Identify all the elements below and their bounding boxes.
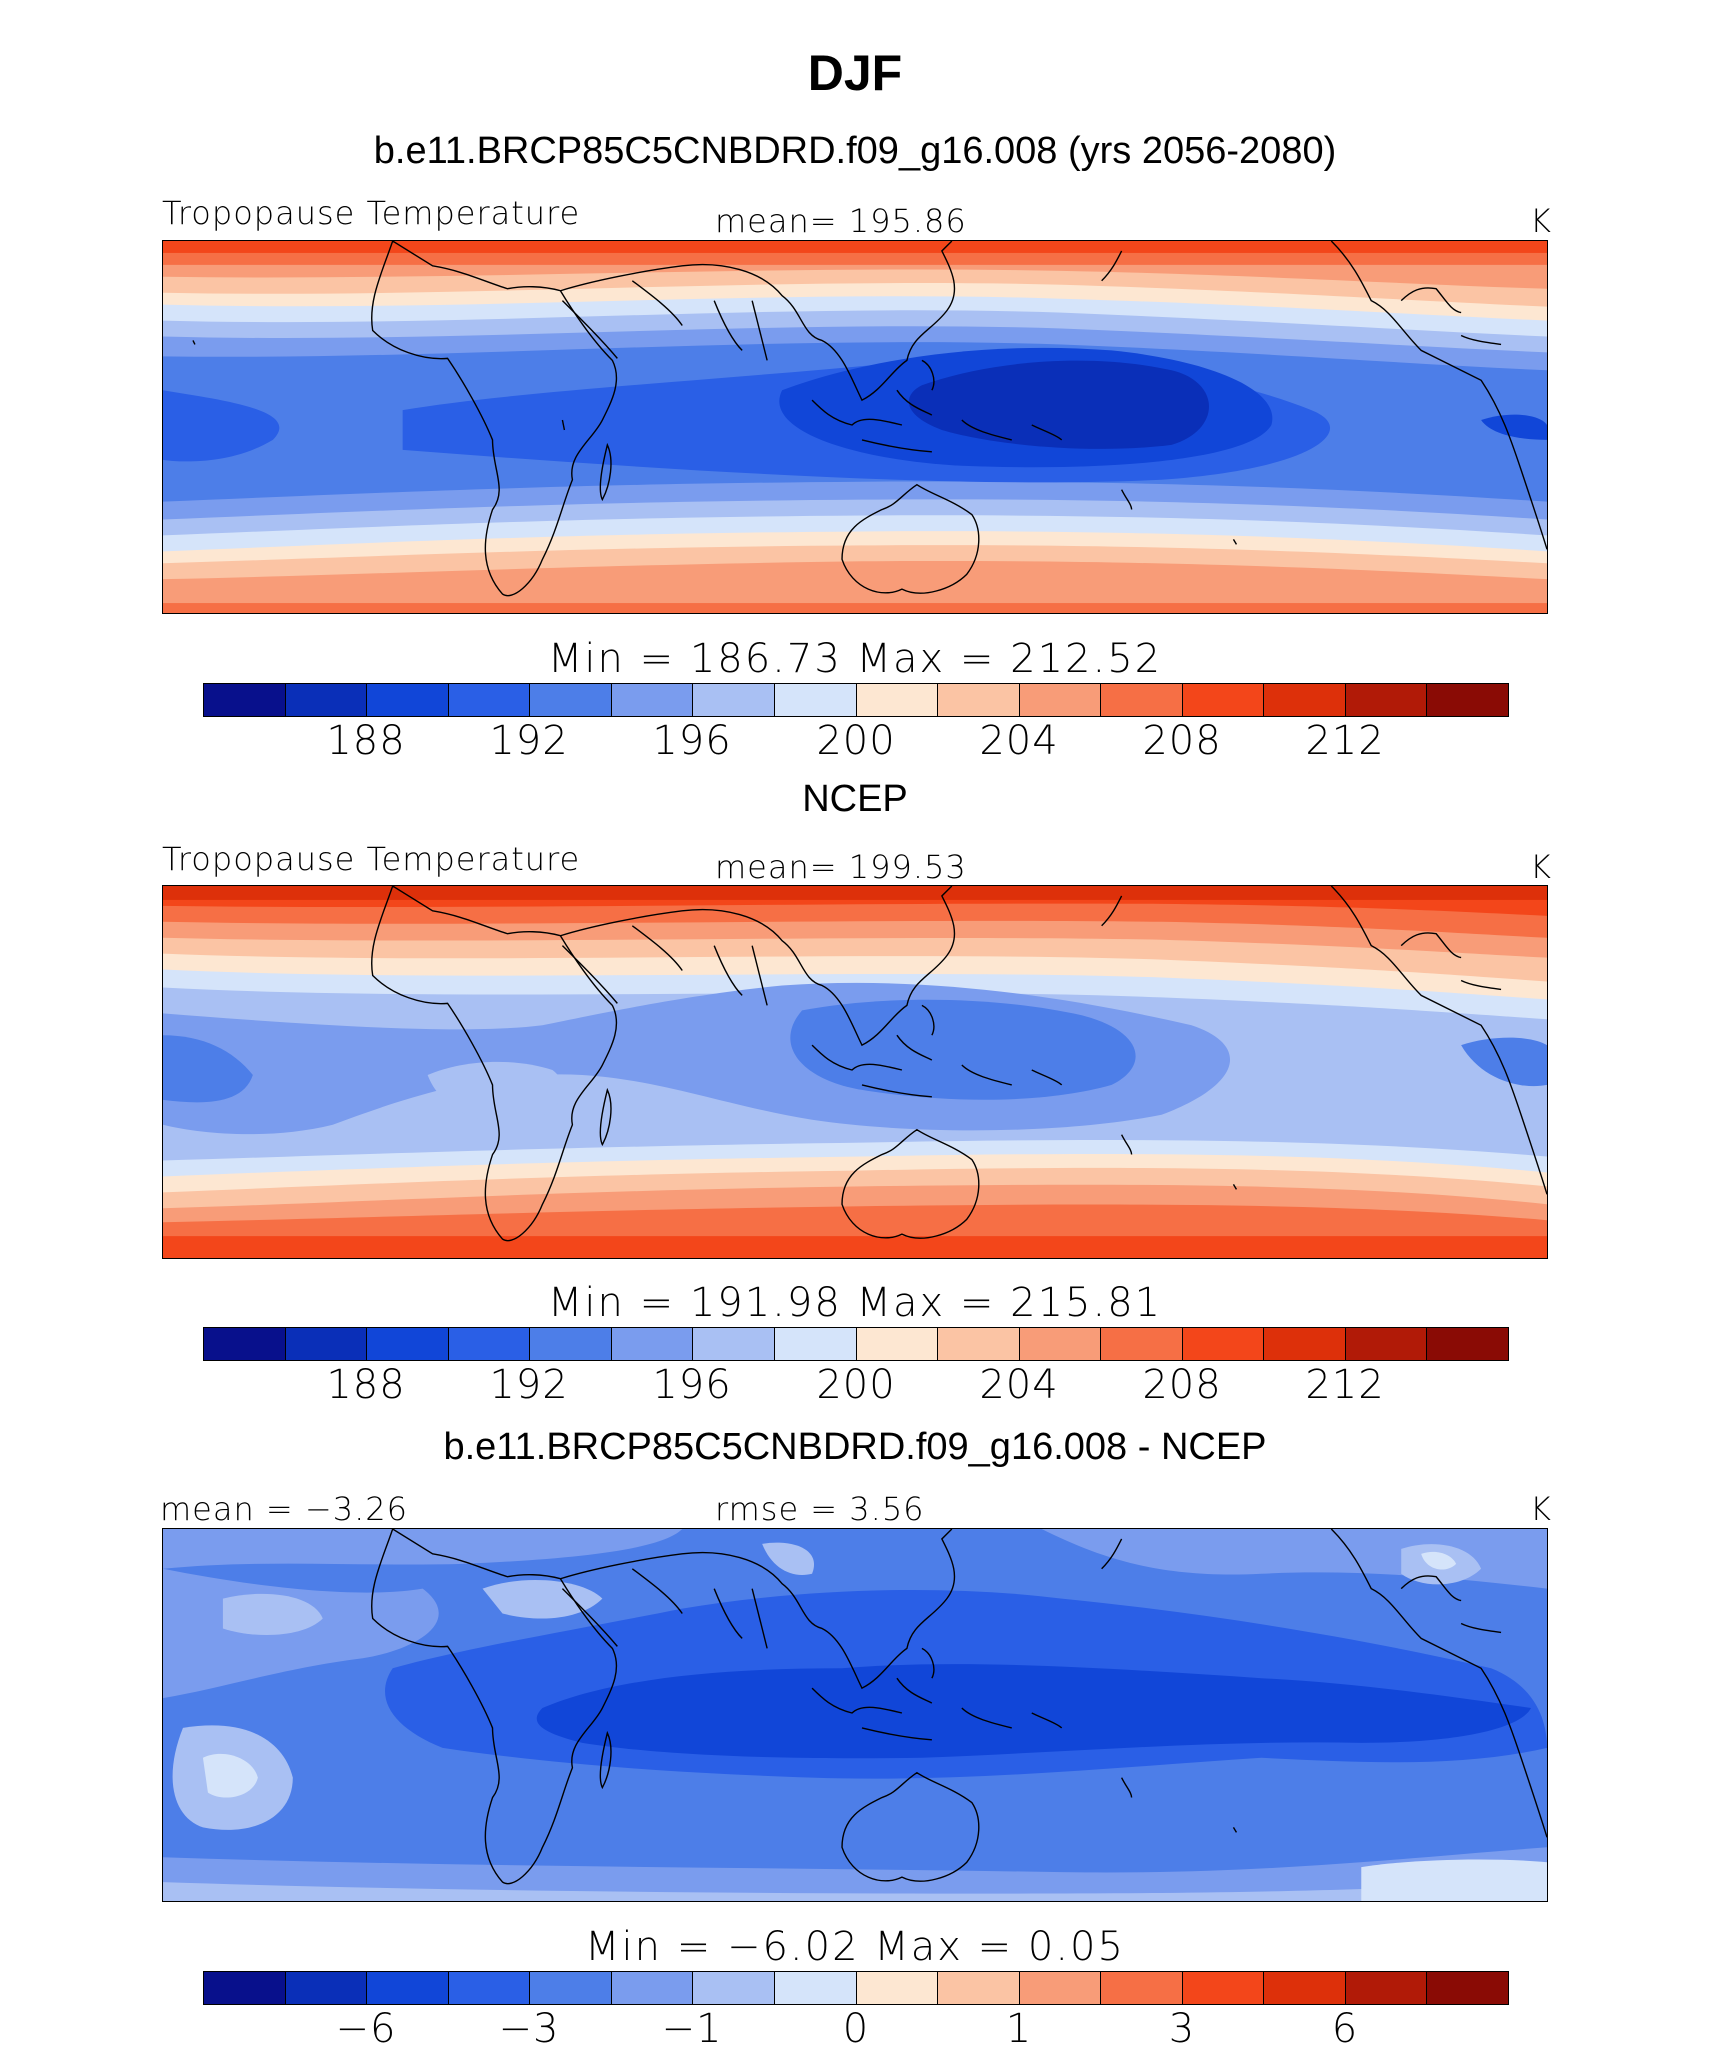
panel-3-title: b.e11.BRCP85C5CNBDRD.f09_g16.008 - NCEP bbox=[443, 1426, 1267, 1468]
colorbar-tick-label: 196 bbox=[652, 1362, 732, 1408]
colorbar-swatch bbox=[1182, 1328, 1265, 1360]
colorbar-swatch bbox=[1101, 1328, 1183, 1360]
colorbar-swatch bbox=[204, 1972, 286, 2004]
panel-2-variable-label: Tropopause Temperature bbox=[162, 840, 581, 878]
panel-1-colorbar bbox=[203, 683, 1509, 717]
panel-1-variable-label: Tropopause Temperature bbox=[162, 194, 581, 232]
colorbar-swatch bbox=[1427, 1972, 1508, 2004]
colorbar-swatch bbox=[448, 1328, 531, 1360]
colorbar-swatch bbox=[530, 684, 612, 716]
panel-3-minmax: Min = −6.02 Max = 0.05 bbox=[585, 1924, 1125, 1970]
colorbar-swatch bbox=[1182, 684, 1265, 716]
colorbar-swatch bbox=[611, 1972, 694, 2004]
colorbar-swatch bbox=[856, 1328, 939, 1360]
panel-1-unit-label: K bbox=[1530, 202, 1551, 240]
colorbar-swatch bbox=[1345, 684, 1428, 716]
colorbar-swatch bbox=[693, 1972, 775, 2004]
colorbar-tick-label: −3 bbox=[498, 2006, 560, 2052]
colorbar-tick-label: 200 bbox=[816, 1362, 896, 1408]
colorbar-swatch bbox=[1019, 684, 1102, 716]
colorbar-swatch bbox=[1264, 684, 1346, 716]
colorbar-swatch bbox=[1264, 1972, 1346, 2004]
colorbar-swatch bbox=[1101, 1972, 1183, 2004]
colorbar-tick-label: 196 bbox=[652, 718, 732, 764]
colorbar-swatch bbox=[1182, 1972, 1265, 2004]
colorbar-tick-label: 208 bbox=[1142, 1362, 1222, 1408]
colorbar-tick-label: 6 bbox=[1331, 2006, 1359, 2052]
panel-3-colorbar bbox=[203, 1971, 1509, 2005]
colorbar-swatch bbox=[1345, 1972, 1428, 2004]
panel-1-minmax: Min = 186.73 Max = 212.52 bbox=[547, 636, 1163, 682]
colorbar-swatch bbox=[1019, 1328, 1102, 1360]
panel-2-title: NCEP bbox=[802, 778, 908, 820]
panel-3-mean-label: mean = −3.26 bbox=[160, 1490, 408, 1528]
colorbar-tick-label: 204 bbox=[979, 1362, 1059, 1408]
colorbar-swatch bbox=[611, 684, 694, 716]
panel-3-map bbox=[162, 1528, 1548, 1902]
colorbar-tick-label: 1 bbox=[1005, 2006, 1033, 2052]
colorbar-swatch bbox=[774, 1328, 857, 1360]
colorbar-swatch bbox=[285, 684, 368, 716]
colorbar-tick-label: 188 bbox=[326, 718, 406, 764]
colorbar-swatch bbox=[938, 1328, 1020, 1360]
colorbar-swatch bbox=[1427, 684, 1508, 716]
panel-2-map bbox=[162, 885, 1548, 1259]
panel-3-rmse-label: rmse = 3.56 bbox=[715, 1490, 925, 1528]
panel-2-unit-label: K bbox=[1530, 848, 1551, 886]
colorbar-tick-label: 212 bbox=[1305, 718, 1385, 764]
colorbar-swatch bbox=[204, 1328, 286, 1360]
colorbar-swatch bbox=[774, 684, 857, 716]
colorbar-swatch bbox=[693, 684, 775, 716]
colorbar-tick-label: 192 bbox=[489, 1362, 569, 1408]
colorbar-swatch bbox=[856, 684, 939, 716]
colorbar-swatch bbox=[938, 684, 1020, 716]
colorbar-swatch bbox=[611, 1328, 694, 1360]
colorbar-tick-label: 208 bbox=[1142, 718, 1222, 764]
figure-title: DJF bbox=[807, 45, 903, 101]
colorbar-tick-label: −6 bbox=[335, 2006, 397, 2052]
colorbar-swatch bbox=[1101, 684, 1183, 716]
colorbar-swatch bbox=[1019, 1972, 1102, 2004]
colorbar-swatch bbox=[1427, 1328, 1508, 1360]
colorbar-swatch bbox=[367, 1328, 449, 1360]
colorbar-swatch bbox=[1264, 1328, 1346, 1360]
panel-2-minmax: Min = 191.98 Max = 215.81 bbox=[547, 1280, 1163, 1326]
panel-1-map bbox=[162, 240, 1548, 614]
panel-2-mean-label: mean= 199.53 bbox=[715, 848, 967, 886]
colorbar-swatch bbox=[1345, 1328, 1428, 1360]
colorbar-swatch bbox=[530, 1328, 612, 1360]
colorbar-swatch bbox=[530, 1972, 612, 2004]
panel-3-unit-label: K bbox=[1530, 1490, 1551, 1528]
colorbar-tick-label: 0 bbox=[842, 2006, 870, 2052]
colorbar-swatch bbox=[448, 684, 531, 716]
panel-1-mean-label: mean= 195.86 bbox=[715, 202, 967, 240]
colorbar-tick-label: −1 bbox=[661, 2006, 723, 2052]
colorbar-swatch bbox=[204, 684, 286, 716]
colorbar-swatch bbox=[367, 684, 449, 716]
colorbar-tick-label: 212 bbox=[1305, 1362, 1385, 1408]
colorbar-swatch bbox=[693, 1328, 775, 1360]
colorbar-tick-label: 204 bbox=[979, 718, 1059, 764]
panel-2-colorbar bbox=[203, 1327, 1509, 1361]
colorbar-swatch bbox=[774, 1972, 857, 2004]
colorbar-tick-label: 188 bbox=[326, 1362, 406, 1408]
colorbar-swatch bbox=[285, 1328, 368, 1360]
colorbar-swatch bbox=[938, 1972, 1020, 2004]
colorbar-swatch bbox=[856, 1972, 939, 2004]
colorbar-tick-label: 192 bbox=[489, 718, 569, 764]
panel-1-title: b.e11.BRCP85C5CNBDRD.f09_g16.008 (yrs 20… bbox=[373, 130, 1337, 172]
colorbar-swatch bbox=[367, 1972, 449, 2004]
colorbar-swatch bbox=[448, 1972, 531, 2004]
colorbar-swatch bbox=[285, 1972, 368, 2004]
colorbar-tick-label: 3 bbox=[1168, 2006, 1196, 2052]
colorbar-tick-label: 200 bbox=[816, 718, 896, 764]
